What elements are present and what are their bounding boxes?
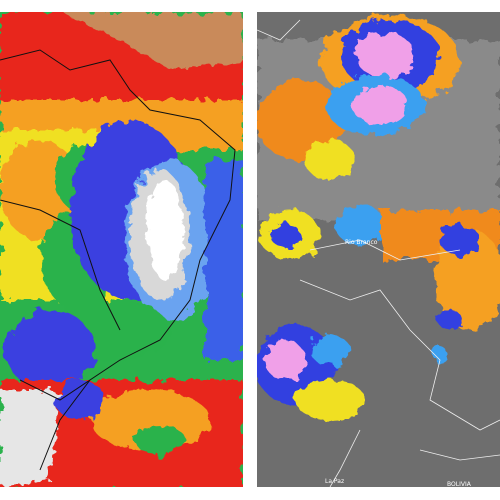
left-map — [0, 12, 243, 487]
city-label: Rio Branco — [345, 239, 378, 246]
country-label: BOLIVIA — [447, 481, 472, 488]
right-map: Rio Branco La Paz BOLIVIA — [257, 12, 500, 488]
city-label: La Paz — [325, 478, 344, 485]
